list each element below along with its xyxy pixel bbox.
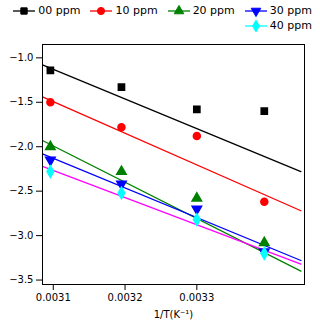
svg-text:0.0033: 0.0033 bbox=[179, 292, 214, 303]
svg-text:1/T(K⁻¹): 1/T(K⁻¹) bbox=[154, 309, 194, 320]
html-text:20 ppm: 20 ppm bbox=[192, 4, 235, 17]
html-text:40 ppm: 40 ppm bbox=[269, 19, 312, 32]
svg-text:−2.5: −2.5 bbox=[9, 185, 33, 196]
svg-text:0.0031: 0.0031 bbox=[36, 292, 71, 303]
svg-text:−1.0: −1.0 bbox=[9, 52, 33, 63]
html-text:30 ppm: 30 ppm bbox=[269, 4, 312, 17]
svg-text:−3.0: −3.0 bbox=[9, 230, 33, 241]
html-text:00 ppm: 00 ppm bbox=[38, 4, 81, 17]
svg-text:−1.5: −1.5 bbox=[9, 96, 33, 107]
svg-text:−3.5: −3.5 bbox=[9, 274, 33, 285]
svg-text:−2.0: −2.0 bbox=[9, 141, 33, 152]
html-text:10 ppm: 10 ppm bbox=[115, 4, 158, 17]
svg-text:0.0032: 0.0032 bbox=[108, 292, 143, 303]
